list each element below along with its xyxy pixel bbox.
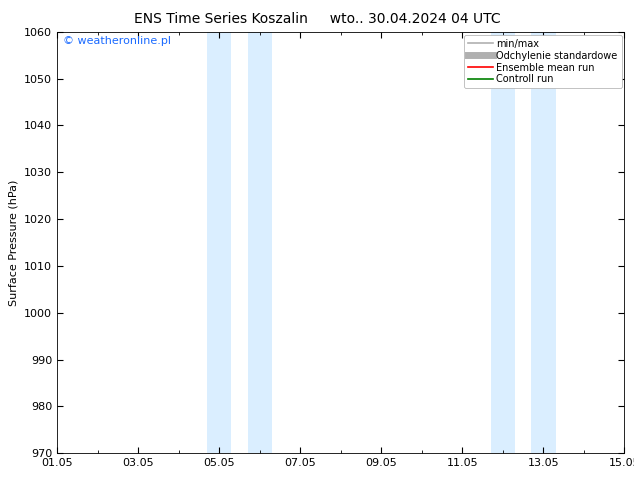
Bar bbox=[491, 32, 515, 453]
Text: © weatheronline.pl: © weatheronline.pl bbox=[63, 36, 171, 46]
Bar bbox=[207, 32, 231, 453]
Legend: min/max, Odchylenie standardowe, Ensemble mean run, Controll run: min/max, Odchylenie standardowe, Ensembl… bbox=[464, 35, 621, 88]
Text: ENS Time Series Koszalin     wto.. 30.04.2024 04 UTC: ENS Time Series Koszalin wto.. 30.04.202… bbox=[134, 12, 500, 26]
Y-axis label: Surface Pressure (hPa): Surface Pressure (hPa) bbox=[8, 179, 18, 306]
Bar bbox=[247, 32, 272, 453]
Bar bbox=[531, 32, 555, 453]
